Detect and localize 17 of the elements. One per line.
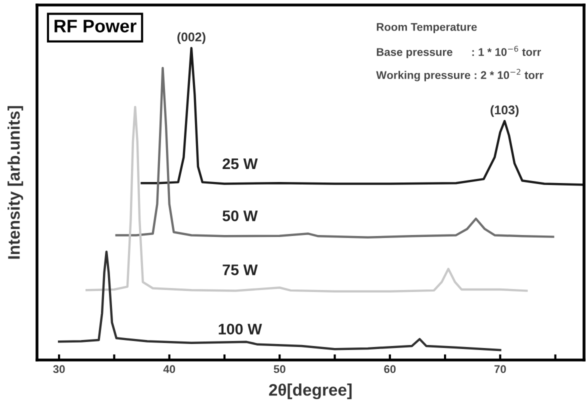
x-tick-label: 60 bbox=[384, 365, 396, 374]
chart-title: RF Power bbox=[54, 20, 136, 32]
text: Room Temperature bbox=[376, 23, 477, 34]
series-label: 50 W bbox=[222, 210, 258, 222]
x-axis-title: 2θ[degree] bbox=[269, 384, 352, 400]
annotation: (002) bbox=[177, 32, 206, 44]
series-label: 75 W bbox=[222, 264, 258, 276]
x-tick-label: 40 bbox=[163, 365, 176, 374]
series-label: 100 W bbox=[218, 324, 262, 335]
annotation: (103) bbox=[490, 105, 519, 117]
annotation: Working pressure : 2 * 10$^{−2}$ torr bbox=[376, 68, 544, 82]
y-axis-title: Intensity [arb.units] bbox=[8, 106, 24, 259]
x-tick-label: 30 bbox=[53, 365, 65, 374]
x-tick-label: 70 bbox=[494, 365, 506, 374]
x-tick-label: 50 bbox=[274, 365, 286, 374]
annotation: Base pressure : 1 * 10$^{−6}$ torr bbox=[376, 46, 542, 58]
series-label: 25 W bbox=[222, 158, 258, 170]
